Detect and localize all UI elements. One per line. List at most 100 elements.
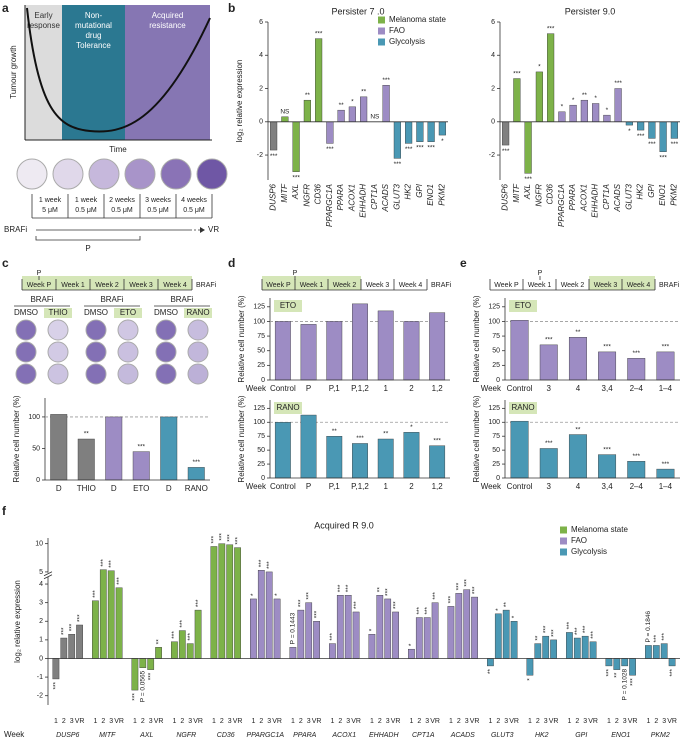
- category-label: 2: [496, 718, 500, 725]
- category-label: 1: [133, 718, 137, 725]
- bar: [303, 99, 311, 122]
- bar: [670, 121, 678, 139]
- chart-tag-label: ETO: [280, 301, 296, 310]
- y-tick-label: 0: [39, 655, 43, 662]
- bar: [648, 121, 656, 139]
- category-label: 2: [338, 718, 342, 725]
- annotation: ***: [513, 70, 521, 77]
- annotation: ***: [603, 344, 611, 351]
- y-tick-label: -2: [489, 152, 495, 159]
- annotation: ***: [116, 577, 123, 585]
- bar: [431, 602, 439, 659]
- annotation: **: [155, 639, 162, 645]
- category-label: THIO: [77, 484, 96, 493]
- annotation: *: [495, 608, 502, 611]
- category-label: 1: [409, 718, 413, 725]
- y-tick-label: 75: [257, 333, 265, 340]
- category-label: VR: [588, 718, 598, 725]
- bar: [502, 121, 510, 146]
- chart-tag: [509, 300, 537, 312]
- bar: [329, 643, 336, 659]
- annotation: ***: [524, 176, 532, 183]
- chart-tag: [274, 402, 302, 414]
- bar: [352, 443, 368, 479]
- annotation: ***: [108, 560, 115, 568]
- category-label: P: [306, 482, 311, 491]
- legend-label: Glycolysis: [571, 547, 607, 556]
- group-label: GPI: [575, 732, 587, 739]
- bar: [463, 589, 471, 659]
- annotation: ***: [648, 141, 656, 148]
- category-label: 2: [180, 718, 184, 725]
- bar: [524, 121, 532, 174]
- group-label: DUSP6: [56, 732, 79, 739]
- category-label: Control: [507, 482, 533, 491]
- category-label: 4: [576, 384, 581, 393]
- bar: [580, 99, 588, 122]
- week-label: Week 4: [627, 282, 651, 289]
- category-label: VR: [154, 718, 164, 725]
- annotation: ***: [463, 579, 470, 587]
- category-label: ACADS: [613, 183, 622, 212]
- category-label: P,1,2: [351, 384, 369, 393]
- category-label: EHHADH: [359, 184, 368, 218]
- y-tick-label: 50: [492, 348, 500, 355]
- annotation: P = 0.0565: [140, 670, 147, 702]
- bar: [659, 121, 667, 152]
- bar: [494, 613, 502, 659]
- culture-dish: [155, 341, 177, 363]
- category-label: 3: [544, 718, 548, 725]
- y-axis-label: Tumour growth: [9, 45, 18, 99]
- panel-label: c: [2, 256, 9, 270]
- culture-dish: [15, 319, 37, 341]
- bar: [568, 337, 587, 381]
- y-tick-label: 0: [261, 475, 265, 482]
- chart-tag-label: RANO: [511, 403, 534, 412]
- bar: [656, 468, 675, 479]
- category-label: ENO1: [658, 184, 667, 206]
- chart-tag: [274, 300, 302, 312]
- bar: [210, 546, 218, 659]
- bar: [292, 121, 300, 172]
- bar: [274, 321, 291, 381]
- bar: [326, 321, 343, 381]
- bar: [581, 635, 589, 659]
- category-label: 2–4: [630, 384, 644, 393]
- annotation: ***: [416, 606, 423, 614]
- treatment-tag: [184, 308, 212, 318]
- bar: [547, 33, 555, 122]
- category-label: CPT1A: [602, 184, 611, 210]
- y-tick-label: 0: [496, 475, 500, 482]
- y-tick-label: 0: [491, 119, 495, 126]
- annotation: ***: [659, 154, 667, 161]
- annotation: ***: [384, 588, 391, 596]
- annotation: ***: [574, 627, 581, 635]
- phase-region: [25, 5, 62, 140]
- bar: [403, 321, 420, 381]
- bar: [52, 658, 60, 680]
- week-label: Week P: [266, 282, 291, 289]
- annotation: ***: [147, 672, 154, 680]
- category-label: VR: [312, 718, 322, 725]
- category-label: 1: [172, 718, 176, 725]
- chart-title: Acquired R 9.0: [314, 520, 374, 530]
- category-label: 1: [383, 482, 388, 491]
- category-label: 3: [465, 718, 469, 725]
- y-tick-label: 5: [39, 569, 43, 576]
- chart-title: Persister 7 .0: [331, 6, 384, 16]
- bar: [510, 320, 529, 381]
- bar: [105, 416, 123, 481]
- drug-label: BRAFi: [659, 282, 680, 289]
- x-axis-label: Week: [481, 482, 502, 491]
- condition-label: DMSO: [84, 308, 108, 317]
- culture-dish: [187, 341, 209, 363]
- annotation: **: [582, 92, 588, 99]
- annotation: *: [628, 128, 631, 135]
- annotation: ***: [545, 337, 553, 344]
- annotation: ***: [313, 610, 320, 618]
- y-tick-label: 25: [257, 461, 265, 468]
- bar: [598, 454, 617, 479]
- category-label: VR: [233, 718, 243, 725]
- schedule-label: 1 week: [39, 197, 62, 204]
- annotation: ***: [661, 633, 668, 641]
